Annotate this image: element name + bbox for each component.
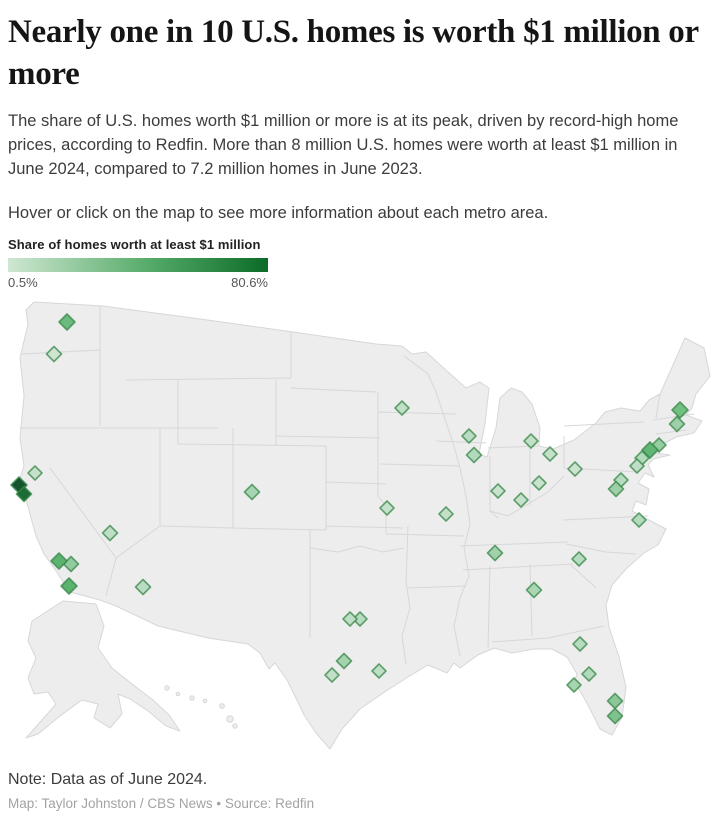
note-text: Note: Data as of June 2024. bbox=[8, 770, 208, 788]
metro-marker[interactable] bbox=[531, 474, 547, 491]
legend-labels: 0.5% 80.6% bbox=[8, 275, 268, 290]
us-metro-map[interactable] bbox=[8, 296, 712, 761]
metro-marker[interactable] bbox=[671, 400, 689, 419]
metro-marker[interactable] bbox=[542, 445, 558, 462]
metro-marker[interactable] bbox=[50, 551, 68, 570]
description-text: The share of U.S. homes worth $1 million… bbox=[8, 111, 679, 178]
metro-marker[interactable] bbox=[379, 499, 395, 516]
credit-text: Map: Taylor Johnston / CBS News • Source… bbox=[8, 795, 315, 811]
metro-marker[interactable] bbox=[60, 576, 78, 595]
metro-marker[interactable] bbox=[335, 652, 353, 669]
metro-marker[interactable] bbox=[606, 707, 624, 724]
hawaii-islands bbox=[164, 684, 238, 729]
metro-marker[interactable] bbox=[394, 399, 410, 416]
metro-marker[interactable] bbox=[571, 550, 587, 567]
metro-marker[interactable] bbox=[465, 446, 483, 463]
legend-max-label: 80.6% bbox=[231, 274, 268, 290]
metro-marker[interactable] bbox=[45, 345, 63, 362]
legend-title: Share of homes worth at least $1 million bbox=[8, 236, 261, 252]
legend: Share of homes worth at least $1 million… bbox=[8, 237, 268, 290]
metro-marker[interactable] bbox=[486, 544, 504, 561]
metro-marker[interactable] bbox=[513, 491, 529, 508]
legend-min-label: 0.5% bbox=[8, 274, 38, 290]
us-mainland-shape bbox=[17, 301, 711, 750]
metro-marker-layer[interactable] bbox=[10, 312, 689, 724]
metro-marker[interactable] bbox=[371, 662, 387, 679]
metro-marker[interactable] bbox=[243, 483, 261, 500]
alaska-shape bbox=[25, 600, 181, 739]
metro-marker[interactable] bbox=[324, 666, 340, 683]
metro-marker[interactable] bbox=[525, 581, 543, 598]
state-borders bbox=[20, 305, 695, 664]
page-title: Nearly one in 10 U.S. homes is worth $1 … bbox=[8, 14, 699, 92]
metro-marker[interactable] bbox=[15, 485, 33, 502]
metro-marker[interactable] bbox=[641, 440, 659, 459]
metro-marker[interactable] bbox=[461, 427, 477, 444]
metro-marker[interactable] bbox=[581, 665, 597, 682]
metro-marker[interactable] bbox=[101, 524, 119, 541]
metro-marker[interactable] bbox=[566, 676, 582, 693]
metro-marker[interactable] bbox=[572, 635, 588, 652]
metro-marker[interactable] bbox=[27, 464, 43, 481]
metro-marker[interactable] bbox=[607, 480, 625, 497]
metro-marker[interactable] bbox=[668, 415, 686, 432]
metro-marker[interactable] bbox=[629, 457, 645, 474]
metro-marker[interactable] bbox=[342, 610, 358, 627]
map-instruction-text: Hover or click on the map to see more in… bbox=[8, 203, 549, 222]
metro-marker[interactable] bbox=[523, 432, 539, 449]
legend-gradient-bar bbox=[8, 257, 268, 272]
metro-marker[interactable] bbox=[490, 482, 506, 499]
metro-marker[interactable] bbox=[134, 578, 152, 595]
metro-marker[interactable] bbox=[58, 312, 76, 331]
metro-marker[interactable] bbox=[438, 505, 454, 522]
metro-marker[interactable] bbox=[567, 460, 583, 477]
metro-marker[interactable] bbox=[631, 511, 647, 528]
